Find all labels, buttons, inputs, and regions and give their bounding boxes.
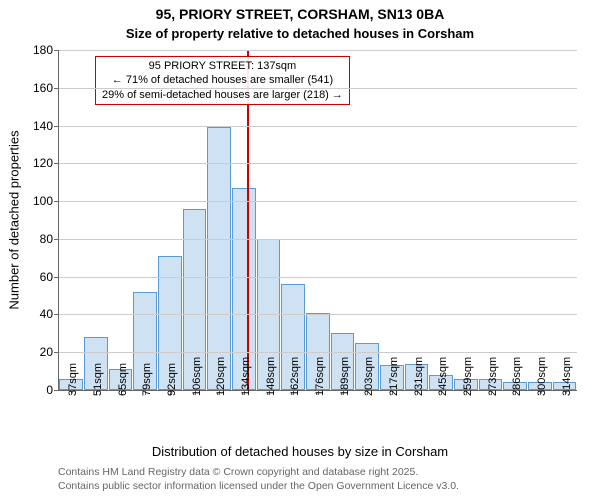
gridline xyxy=(59,352,577,353)
gridline xyxy=(59,239,577,240)
y-tick-mark xyxy=(54,352,59,353)
x-tick-label: 203sqm xyxy=(363,357,375,396)
annotation-line: 29% of semi-detached houses are larger (… xyxy=(102,88,343,102)
y-tick-label: 80 xyxy=(40,232,53,246)
y-tick-mark xyxy=(54,390,59,391)
x-tick-label: 273sqm xyxy=(487,357,499,396)
y-axis-label: Number of detached properties xyxy=(7,130,22,309)
y-tick-label: 100 xyxy=(33,194,53,208)
x-axis-label: Distribution of detached houses by size … xyxy=(0,444,600,459)
annotation-line: 95 PRIORY STREET: 137sqm xyxy=(102,59,343,73)
x-tick-label: 65sqm xyxy=(117,363,129,396)
y-tick-mark xyxy=(54,277,59,278)
x-tick-label: 134sqm xyxy=(240,357,252,396)
y-tick-label: 120 xyxy=(33,156,53,170)
x-tick-label: 120sqm xyxy=(215,357,227,396)
x-tick-label: 300sqm xyxy=(536,357,548,396)
footer-text: Contains HM Land Registry data © Crown c… xyxy=(58,466,459,493)
x-tick-label: 148sqm xyxy=(265,357,277,396)
x-tick-label: 314sqm xyxy=(561,357,573,396)
y-tick-mark xyxy=(54,314,59,315)
plot-area: 95 PRIORY STREET: 137sqm← 71% of detache… xyxy=(58,50,577,391)
gridline xyxy=(59,314,577,315)
x-tick-label: 162sqm xyxy=(289,357,301,396)
x-tick-label: 189sqm xyxy=(339,357,351,396)
chart-title-line2: Size of property relative to detached ho… xyxy=(0,26,600,41)
y-tick-mark xyxy=(54,201,59,202)
y-tick-label: 180 xyxy=(33,43,53,57)
x-tick-label: 245sqm xyxy=(437,357,449,396)
y-tick-label: 0 xyxy=(46,383,53,397)
gridline xyxy=(59,88,577,89)
y-tick-mark xyxy=(54,88,59,89)
y-tick-label: 140 xyxy=(33,119,53,133)
y-tick-label: 20 xyxy=(40,345,53,359)
footer-line2: Contains public sector information licen… xyxy=(58,480,459,494)
y-tick-mark xyxy=(54,126,59,127)
chart-container: 95, PRIORY STREET, CORSHAM, SN13 0BA Siz… xyxy=(0,0,600,500)
annotation-line: ← 71% of detached houses are smaller (54… xyxy=(102,73,343,87)
chart-title-line1: 95, PRIORY STREET, CORSHAM, SN13 0BA xyxy=(0,6,600,22)
y-tick-mark xyxy=(54,239,59,240)
gridline xyxy=(59,163,577,164)
y-tick-label: 160 xyxy=(33,81,53,95)
x-tick-label: 106sqm xyxy=(191,357,203,396)
x-tick-label: 259sqm xyxy=(462,357,474,396)
gridline xyxy=(59,126,577,127)
x-tick-label: 176sqm xyxy=(314,357,326,396)
x-tick-label: 37sqm xyxy=(67,363,79,396)
gridline xyxy=(59,277,577,278)
x-tick-label: 79sqm xyxy=(141,363,153,396)
x-tick-label: 286sqm xyxy=(511,357,523,396)
annotation-box: 95 PRIORY STREET: 137sqm← 71% of detache… xyxy=(95,56,350,105)
y-tick-mark xyxy=(54,50,59,51)
x-tick-label: 217sqm xyxy=(388,357,400,396)
x-tick-label: 231sqm xyxy=(413,357,425,396)
footer-line1: Contains HM Land Registry data © Crown c… xyxy=(58,466,459,480)
gridline xyxy=(59,201,577,202)
x-tick-label: 51sqm xyxy=(92,363,104,396)
histogram-bar xyxy=(207,127,231,390)
y-tick-mark xyxy=(54,163,59,164)
y-tick-label: 40 xyxy=(40,307,53,321)
gridline xyxy=(59,50,577,51)
x-tick-label: 92sqm xyxy=(166,363,178,396)
y-tick-label: 60 xyxy=(40,270,53,284)
